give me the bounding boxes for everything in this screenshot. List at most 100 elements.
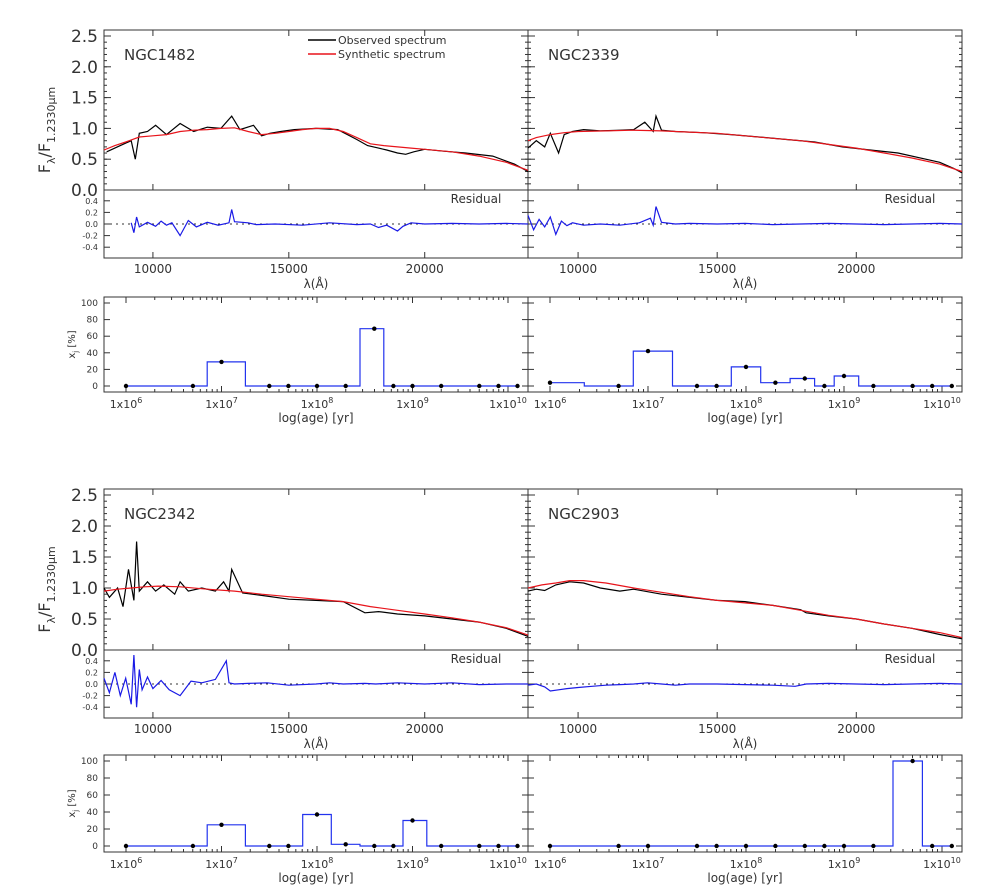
observed-spectrum-line (527, 113, 963, 174)
population-point (773, 843, 778, 849)
observed-spectrum-line (103, 541, 529, 637)
residual-ytick-label: 0.0 (85, 220, 98, 229)
population-point (547, 843, 553, 849)
spectrum-y-axis-label: Fλ/F1.2330μm (35, 546, 58, 633)
spectrum-ytick-label: 1.5 (71, 89, 98, 109)
age-tick-label: 1x1010 (489, 856, 527, 871)
population-histogram (126, 328, 518, 387)
data-layer (103, 39, 963, 849)
age-tick-label: 1x109 (396, 856, 429, 871)
population-point (190, 383, 196, 389)
population-frame (527, 296, 963, 393)
population-point (743, 364, 749, 370)
population-point (343, 842, 348, 847)
wavelength-axis-label: λ(Å) (304, 736, 329, 751)
wavelength-tick-label: 20000 (837, 262, 875, 276)
spectrum-ytick-label: 0.5 (71, 610, 98, 630)
age-tick-label: 1x106 (110, 856, 143, 871)
population-frame (103, 296, 529, 393)
population-point (190, 843, 196, 849)
spectrum-ytick-label: 1.0 (71, 119, 98, 139)
population-point (496, 843, 501, 849)
population-point (515, 843, 520, 849)
population-point (802, 376, 807, 381)
population-point (616, 843, 621, 849)
population-point (616, 383, 621, 389)
spectrum-ytick-label: 0.5 (71, 150, 98, 170)
observed-spectrum-line (106, 115, 529, 173)
population-point (547, 380, 553, 385)
population-point (645, 348, 651, 354)
population-point (391, 383, 396, 389)
population-point (773, 380, 778, 385)
population-point (372, 326, 377, 331)
population-point (410, 383, 415, 389)
spectrum-ytick-label: 2.5 (71, 27, 98, 47)
wavelength-tick-label: 15000 (698, 262, 736, 276)
population-point (645, 843, 651, 849)
residual-ytick-label: 0.2 (85, 208, 98, 217)
population-frame (527, 754, 963, 853)
population-point (123, 383, 129, 389)
age-tick-label: 1x1010 (923, 396, 961, 411)
legend-synthetic-label: Synthetic spectrum (338, 48, 445, 61)
age-axis-label: log(age) [yr] (278, 411, 353, 425)
age-tick-label: 1x107 (632, 856, 665, 871)
residual-line (130, 209, 529, 237)
age-tick-label: 1x106 (534, 396, 567, 411)
synthetic-spectrum-line (103, 127, 529, 171)
residual-ytick-label: -0.2 (82, 232, 98, 241)
population-point (841, 843, 847, 849)
population-point (219, 822, 224, 827)
fraction-y-axis-label: xj [%] (67, 330, 80, 358)
age-tick-label: 1x108 (301, 396, 334, 411)
population-point (267, 383, 272, 389)
population-point (714, 383, 719, 389)
population-point (930, 843, 935, 849)
age-axis-label: log(age) [yr] (707, 871, 782, 885)
residual-label: Residual (885, 192, 936, 206)
age-tick-label: 1x108 (730, 396, 763, 411)
population-point (871, 383, 876, 389)
residual-label: Residual (885, 652, 936, 666)
population-point (694, 383, 700, 389)
residual-line (527, 682, 963, 692)
population-frame (103, 754, 529, 853)
population-point (477, 843, 482, 849)
residual-ytick-label: 0.0 (85, 680, 98, 689)
panel-frames (103, 29, 963, 853)
age-tick-label: 1x106 (110, 396, 143, 411)
population-point (910, 758, 915, 764)
residual-ytick-label: 0.4 (85, 657, 98, 666)
population-point (286, 383, 291, 389)
fraction-ytick-label: 100 (81, 757, 98, 767)
wavelength-tick-label: 15000 (270, 722, 308, 736)
age-tick-label: 1x1010 (923, 856, 961, 871)
spectrum-ytick-label: 0.0 (71, 641, 98, 661)
observed-spectrum-line (527, 581, 963, 640)
age-tick-label: 1x108 (730, 856, 763, 871)
fraction-ytick-label: 40 (87, 808, 99, 818)
population-point (314, 383, 320, 389)
population-point (286, 843, 291, 849)
population-point (802, 843, 807, 849)
wavelength-tick-label: 20000 (406, 262, 444, 276)
fraction-ytick-label: 60 (87, 791, 99, 801)
population-point (822, 843, 827, 849)
legend-observed-label: Observed spectrum (338, 34, 446, 47)
galaxy-name: NGC2339 (548, 46, 620, 64)
population-point (219, 359, 224, 365)
fraction-ytick-label: 80 (87, 316, 99, 326)
residual-label: Residual (451, 192, 502, 206)
age-axis-label: log(age) [yr] (278, 871, 353, 885)
residual-ytick-label: -0.4 (82, 243, 98, 252)
fraction-ytick-label: 100 (81, 299, 98, 309)
fraction-ytick-label: 40 (87, 349, 99, 359)
population-point (841, 373, 847, 379)
fraction-ytick-label: 0 (92, 382, 98, 392)
population-point (949, 843, 954, 849)
spectrum-y-axis-label: Fλ/F1.2330μm (35, 87, 58, 174)
fraction-ytick-label: 20 (87, 365, 99, 375)
